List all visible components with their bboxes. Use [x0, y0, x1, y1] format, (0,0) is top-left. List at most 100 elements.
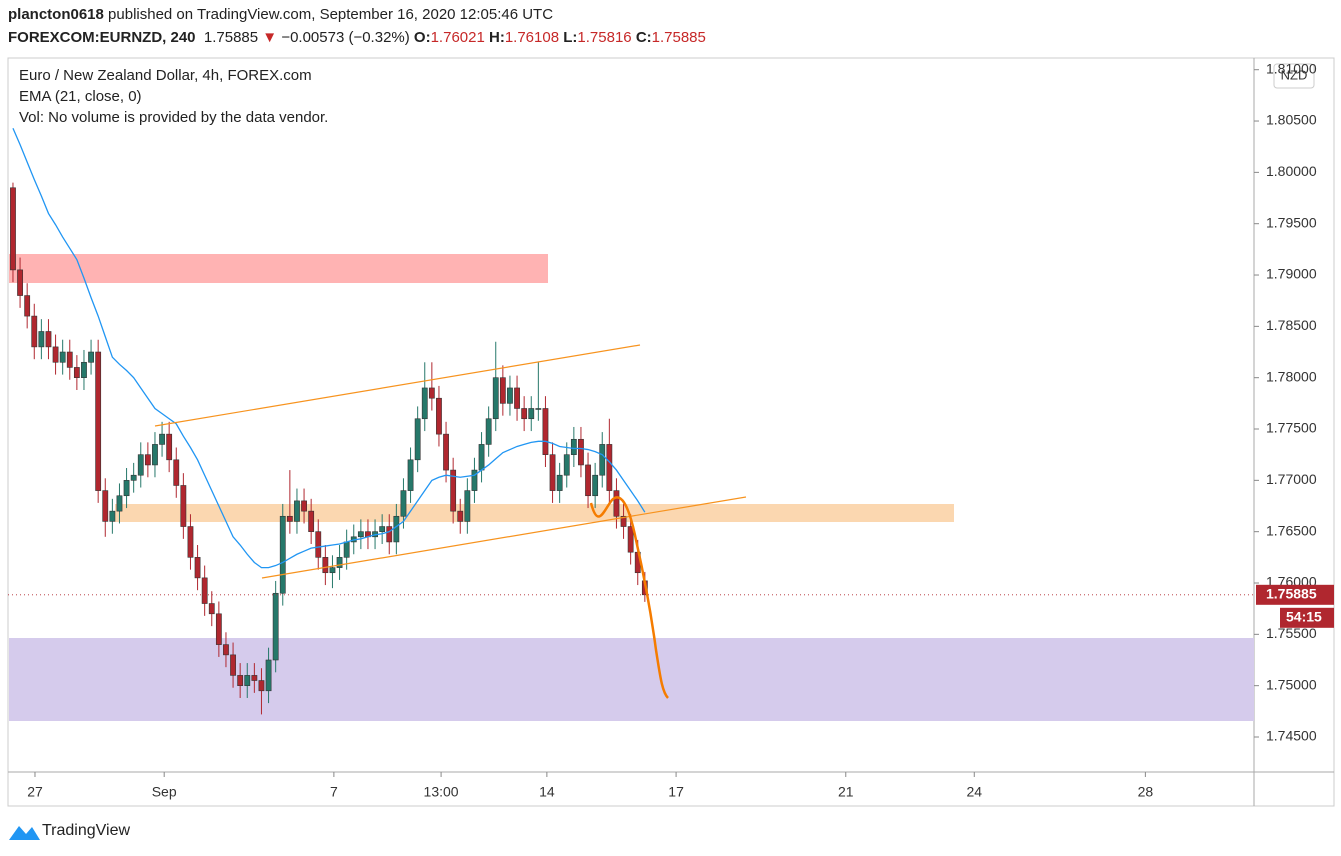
x-tick-label: 14 [539, 784, 555, 800]
candle-body [95, 351, 102, 491]
currency-box [1273, 63, 1315, 89]
candle-body [464, 490, 471, 522]
chart-title: Euro / New Zealand Dollar, 4h, FOREX.com [19, 67, 312, 84]
y-tick-label: 1.79500 [1266, 214, 1317, 230]
candle-body [450, 469, 457, 512]
ema-line [12, 127, 646, 569]
candle-body [386, 526, 393, 543]
logo [9, 826, 40, 840]
last: 1.75885 [203, 29, 259, 46]
candle-body [507, 387, 513, 404]
candle-body [24, 295, 31, 317]
candle-body [301, 500, 307, 512]
brand: TradingView [42, 822, 131, 839]
l-label: L: [563, 29, 578, 46]
last-price-box [1256, 584, 1334, 605]
candle-body [414, 418, 421, 461]
candle-body [471, 469, 478, 491]
candle-body [329, 567, 336, 574]
candle-body [336, 557, 343, 568]
candle-body [592, 474, 599, 497]
x-tick-label: 28 [1138, 784, 1154, 800]
candle-body [485, 418, 492, 445]
y-tick-label: 1.77000 [1266, 471, 1317, 487]
candle-body [407, 459, 414, 491]
publish-line: plancton0618 published on TradingView.co… [8, 6, 553, 23]
x-tick-label: 24 [966, 784, 982, 800]
countdown: 54:15 [1286, 609, 1322, 625]
candle-body [272, 592, 279, 661]
candle-body [613, 490, 620, 517]
y-tick-label: 1.78000 [1266, 368, 1317, 384]
candle-body [144, 454, 151, 466]
candle-body [599, 444, 606, 476]
candle-body [627, 526, 634, 553]
support-zone [115, 504, 954, 522]
candle-body [215, 613, 222, 645]
candle-body [421, 387, 428, 420]
resistance-zone [9, 254, 548, 283]
candle-body [130, 474, 137, 481]
x-tick-label: 21 [838, 784, 854, 800]
candle-body [492, 377, 499, 420]
candle-body [31, 315, 38, 348]
candle-body [436, 397, 442, 435]
y-tick-label: 1.80000 [1266, 163, 1317, 179]
x-tick-label: 17 [668, 784, 684, 800]
countdown-box [1280, 607, 1334, 628]
c-label: C: [635, 29, 652, 46]
y-tick-label: 1.79000 [1266, 266, 1317, 282]
drawings [9, 254, 1254, 721]
candle-body [223, 644, 229, 656]
candle-body [308, 510, 315, 532]
o-value: 1.76021 [430, 29, 485, 46]
drawings-top [154, 344, 747, 699]
candle-body [187, 526, 194, 558]
y-tick-label: 1.81000 [1266, 60, 1317, 76]
candle-body [286, 515, 293, 522]
candle-body [315, 531, 322, 558]
target-zone [9, 638, 1254, 721]
candle-body [17, 269, 23, 296]
candle-body [400, 490, 407, 517]
candle-body [379, 526, 386, 532]
candle-body [166, 433, 173, 461]
y-tick-label: 1.75500 [1266, 625, 1317, 641]
candle-body [230, 654, 236, 676]
symbol: FOREXCOM:EURNZD, 240 [8, 29, 196, 46]
candle-body [265, 659, 272, 692]
candle-body [237, 675, 244, 686]
candle-body [556, 474, 563, 491]
candle-body [109, 510, 116, 522]
x-tick-label: Sep [152, 784, 177, 800]
publisher: plancton0618 [8, 6, 104, 23]
x-tick-label: 13:00 [424, 784, 459, 800]
candle-body [123, 480, 130, 497]
candle-body [322, 557, 329, 574]
arrow: ▼ [262, 29, 278, 46]
candle-body [578, 438, 584, 466]
candle-body [294, 500, 300, 522]
candle-body [258, 680, 265, 692]
x-tick-label: 27 [27, 784, 43, 800]
volume-note: Vol: No volume is provided by the data v… [19, 109, 328, 126]
candle-body [173, 459, 180, 486]
candle-body [279, 515, 286, 594]
candle-body [478, 444, 485, 471]
candle-body [499, 377, 506, 404]
candle-body [521, 408, 528, 420]
candle-body [251, 675, 258, 681]
h-value: 1.76108 [504, 29, 560, 46]
candle-body [66, 351, 73, 368]
projection-curve [589, 496, 669, 699]
candle-body [81, 361, 87, 378]
candle-body [549, 454, 556, 491]
candle-body [152, 444, 158, 466]
o-label: O: [413, 29, 431, 46]
candle-body [159, 433, 165, 445]
candle-body [244, 675, 251, 686]
candle-body [137, 454, 144, 476]
h-label: H: [489, 29, 505, 46]
